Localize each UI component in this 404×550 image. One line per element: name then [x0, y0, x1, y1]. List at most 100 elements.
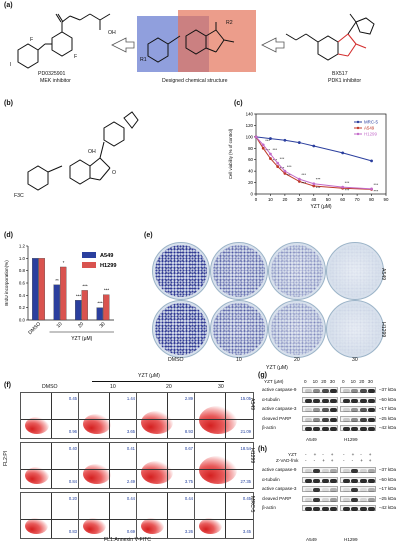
flow-plot: 0.45 0.96: [20, 392, 80, 439]
panel-b-letter: (b): [4, 100, 13, 107]
c-xtick-label-2: 20: [282, 197, 287, 202]
flow-gate-h: [21, 519, 79, 520]
e-xlabel: YZT (μM): [266, 365, 288, 371]
blot-row-label: active caspase-9: [262, 387, 297, 392]
g-dose-label: 0: [342, 379, 345, 384]
d-bar-A549-30: [96, 307, 103, 321]
c-point-MRC-5-6: [370, 159, 373, 163]
c-legend-label-MRC-5: MRC-5: [364, 120, 378, 125]
blot-row-label: active caspase-3: [262, 406, 297, 411]
colony-stain: [271, 245, 323, 297]
flow-cloud: [25, 467, 49, 484]
c-point-A549-4: [283, 172, 287, 175]
blot-band: [313, 497, 321, 502]
flow-gate-h: [79, 519, 137, 520]
flow-cloud: [25, 517, 49, 534]
flow-gate-v: [51, 443, 52, 488]
designed-structure: [147, 22, 235, 63]
r1-label: R1: [140, 57, 147, 63]
blot-kda-label: –42 kDa: [379, 505, 397, 510]
bx517-structure: [285, 33, 339, 61]
blot-band: [351, 389, 359, 393]
f-col-30: 30: [218, 384, 224, 390]
blot-band: [321, 408, 329, 412]
blot-band: [359, 478, 367, 483]
blot-band: [321, 507, 329, 511]
h-cond-value: +: [313, 452, 317, 457]
blot-kda-label: –17 kDa: [379, 406, 397, 411]
flow-gate-v: [167, 443, 168, 488]
blot-band: [330, 408, 338, 412]
blot-band: [351, 478, 359, 483]
d-ytick-label-6: 1.2: [19, 244, 26, 249]
d-cat-0: DMSO: [27, 321, 42, 336]
c-legend-marker-A549: [356, 126, 360, 130]
f-col-20: 20: [166, 384, 172, 390]
blot-band: [313, 427, 321, 431]
blot-kda-label: –50 kDa: [379, 396, 397, 402]
flow-gate-h: [137, 469, 195, 470]
g-dose-label: 30: [329, 379, 335, 384]
c-point-H1299-1: [261, 143, 265, 147]
f-col-dmso: DMSO: [42, 384, 58, 390]
flow-gate-h: [79, 469, 137, 470]
d-cat-1: 10: [55, 321, 63, 329]
blot-band: [321, 398, 329, 403]
left-arrow: [111, 37, 135, 53]
blot-band: [330, 497, 338, 502]
colony-stain: [329, 245, 381, 297]
flow-quadrant-upper: 18.54: [240, 446, 251, 451]
flow-gate-h: [195, 519, 253, 520]
d-cat-3: 30: [98, 321, 106, 329]
flow-gate-v: [167, 493, 168, 538]
c-sig-H1299-6: ***: [316, 177, 321, 182]
c-legend-marker-H1299: [356, 132, 360, 136]
blot-row-label: active caspase-9: [262, 467, 297, 472]
flow-plot: 0.40 0.84: [20, 442, 80, 489]
flow-gate-v: [109, 393, 110, 438]
blot-band: [351, 398, 359, 403]
f-top-line: [92, 381, 224, 382]
blot-band: [313, 408, 321, 412]
blot-band: [330, 507, 338, 511]
blot-strip: [340, 495, 376, 502]
flow-gate-h: [137, 519, 195, 520]
flow-gate-v: [51, 393, 52, 438]
flow-plot: 1.44 3.65: [78, 392, 138, 439]
blot-band: [359, 398, 367, 403]
panel-h-letter: (h): [258, 446, 267, 453]
d-xlabel: YZT (μM): [71, 336, 92, 342]
panel-a-letter: (a): [4, 2, 13, 9]
flow-quadrant-upper: 2.89: [184, 396, 193, 401]
flow-gate-h: [137, 419, 195, 420]
flow-quadrant-upper: 0.40: [68, 446, 77, 451]
blot-band: [359, 469, 367, 473]
flow-quadrant-lower: 3.75: [184, 479, 193, 484]
d-cat-2: 20: [77, 321, 85, 329]
blot-strip: [340, 467, 376, 473]
f-row-h1299: H1299: [249, 448, 255, 464]
designed-red-box: [178, 10, 256, 72]
blot-band: [351, 488, 359, 492]
d-ytick-label-4: 0.8: [19, 268, 26, 273]
h-cond-value: -: [351, 458, 354, 463]
colony-dish: [152, 242, 210, 300]
c-point-A549-2: [269, 157, 272, 160]
flow-plot: 0.20 0.83: [20, 492, 80, 539]
blot-strip: [302, 505, 338, 511]
flow-plot: 18.54 27.35: [194, 442, 254, 489]
blot-kda-label: –37 kDa: [379, 387, 397, 392]
c-xtick-label-5: 50: [326, 197, 331, 202]
blot-strip: [302, 467, 338, 473]
c-sig-H1299-1: ***: [265, 138, 270, 143]
f-ylabel: FL2:PI: [3, 450, 9, 466]
blot-band: [313, 478, 321, 483]
d-sig-A549-20: ***: [76, 293, 82, 298]
flow-quadrant-lower: 3.45: [242, 529, 251, 534]
blot-band: [321, 488, 329, 492]
flow-quadrant-lower: 0.84: [68, 479, 77, 484]
bx517-desc: PDK1 inhibitor: [328, 78, 362, 84]
blot-strip: [302, 425, 338, 431]
blot-band: [304, 478, 312, 483]
cf3-label: F3C: [14, 193, 24, 199]
